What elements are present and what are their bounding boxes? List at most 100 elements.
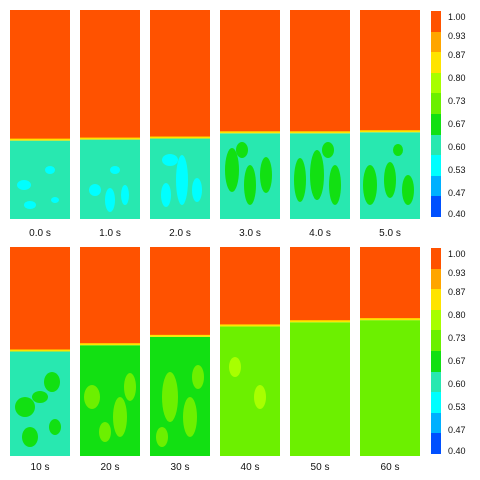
plume-blob (225, 148, 239, 192)
plume-blob (105, 188, 115, 212)
plume-blob (393, 144, 403, 156)
plume-blob (156, 427, 168, 447)
colorbar-tick: 0.47 (448, 188, 466, 198)
colorbar-segment (431, 330, 441, 352)
colorbar-segment (431, 309, 441, 331)
panel-1-1 (80, 247, 140, 456)
contour-field (80, 10, 140, 219)
plume-blob (176, 155, 188, 205)
plume-blob (32, 391, 48, 403)
contour-field (220, 10, 280, 219)
upper-phase-region (10, 10, 70, 139)
plume-blob (236, 142, 248, 158)
plume-blob (51, 197, 59, 203)
plume-blob (322, 142, 334, 158)
plume-blob (124, 373, 136, 401)
colorbar-segment (431, 371, 441, 393)
plume-blob (44, 372, 60, 392)
interface-band (360, 129, 420, 133)
colorbar-tick: 0.87 (448, 287, 466, 297)
plume-blob (260, 157, 272, 193)
plume-blob (162, 372, 178, 422)
colorbar-segment (431, 248, 441, 270)
colorbar-segment (431, 72, 441, 94)
plume-blob (121, 185, 129, 205)
colorbar-segment (431, 412, 441, 434)
colorbar-segment (431, 351, 441, 373)
plume-blob (84, 385, 100, 409)
plume-blob (99, 422, 111, 442)
contour-field (10, 10, 70, 219)
contour-field (150, 10, 210, 219)
plume-blob (110, 166, 120, 174)
upper-phase-region (80, 10, 140, 138)
interface-band (220, 323, 280, 327)
colorbar-tick: 0.80 (448, 310, 466, 320)
plume-blob (161, 183, 171, 207)
upper-phase-region (150, 10, 210, 137)
colorbar-segment (431, 175, 441, 197)
colorbar-tick: 0.87 (448, 50, 466, 60)
panel-0-0 (10, 10, 70, 219)
plume-blob (183, 397, 197, 437)
plume-blob (402, 175, 414, 205)
plume-blob (49, 419, 61, 435)
time-label: 40 s (240, 462, 260, 473)
time-label: 5.0 s (379, 228, 401, 239)
plume-blob (113, 397, 127, 437)
panel-0-4 (290, 10, 350, 219)
plume-blob (244, 165, 256, 205)
upper-phase-region (360, 247, 420, 319)
time-label: 3.0 s (239, 228, 261, 239)
lower-phase-region (10, 140, 70, 219)
colorbar-segment (431, 433, 441, 455)
plume-blob (22, 427, 38, 447)
colorbar-segment (431, 289, 441, 311)
colorbar-segment (431, 114, 441, 136)
colorbar-tick: 0.73 (448, 333, 466, 343)
panel-1-0 (10, 247, 70, 456)
upper-phase-region (360, 10, 420, 131)
colorbar-tick: 1.00 (448, 249, 466, 259)
plume-blob (384, 162, 396, 198)
contour-field (360, 10, 420, 219)
upper-phase-region (290, 10, 350, 132)
colorbar-segment (431, 392, 441, 414)
upper-phase-region (10, 247, 70, 350)
colorbar-bottom (431, 248, 441, 455)
time-label: 50 s (310, 462, 330, 473)
lower-phase-region (360, 320, 420, 456)
colorbar-tick: 0.60 (448, 142, 466, 152)
time-label: 60 s (380, 462, 400, 473)
colorbar-tick: 0.73 (448, 96, 466, 106)
time-label: 1.0 s (99, 228, 121, 239)
colorbar-segment (431, 196, 441, 218)
plume-blob (229, 357, 241, 377)
panel-0-1 (80, 10, 140, 219)
interface-band (220, 130, 280, 134)
plume-blob (294, 158, 306, 202)
plume-blob (24, 201, 36, 209)
contour-field (220, 247, 280, 456)
colorbar-top (431, 11, 441, 218)
contour-field (290, 10, 350, 219)
contour-field (10, 247, 70, 456)
time-label: 0.0 s (29, 228, 51, 239)
time-label: 2.0 s (169, 228, 191, 239)
colorbar-tick: 0.93 (448, 268, 466, 278)
plume-blob (17, 180, 31, 190)
colorbar-tick: 0.40 (448, 446, 466, 456)
plume-blob (363, 165, 377, 205)
interface-band (10, 137, 70, 141)
panel-0-5 (360, 10, 420, 219)
colorbar-tick: 0.53 (448, 165, 466, 175)
contour-field (290, 247, 350, 456)
interface-band (80, 342, 140, 346)
lower-phase-region (290, 322, 350, 456)
contour-field (80, 247, 140, 456)
plume-blob (15, 397, 35, 417)
colorbar-segment (431, 268, 441, 290)
colorbar-segment (431, 11, 441, 33)
interface-band (10, 348, 70, 352)
panel-1-3 (220, 247, 280, 456)
